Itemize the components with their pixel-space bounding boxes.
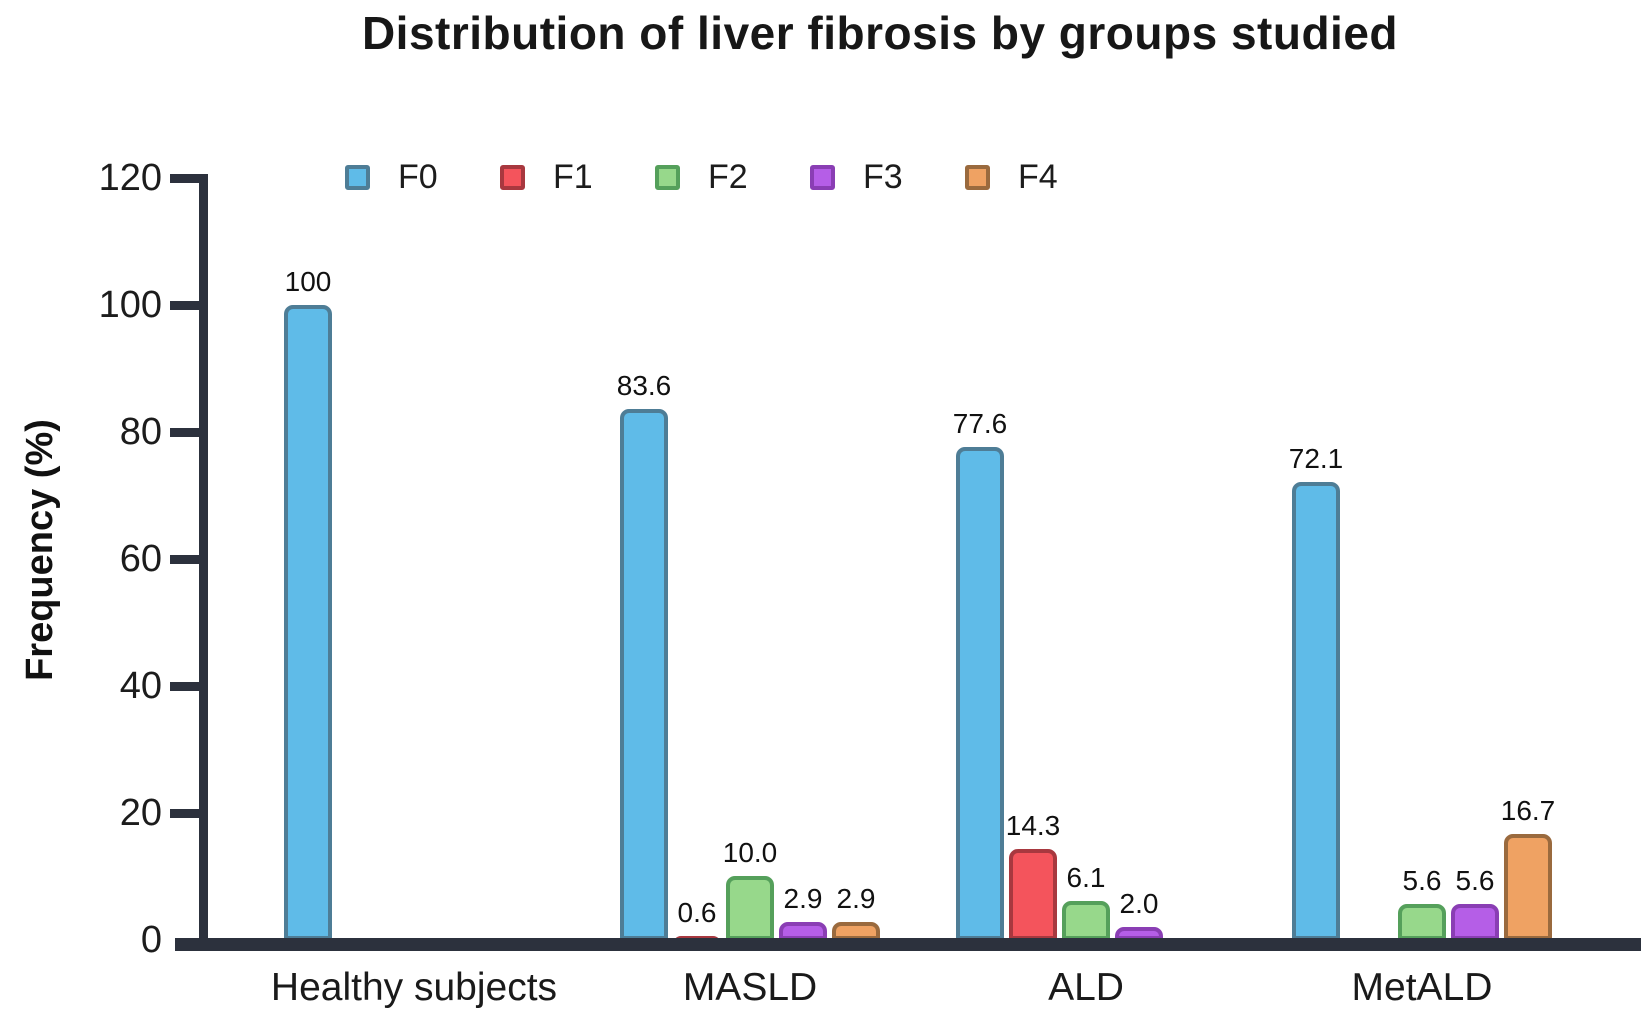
- bar-value-label: 10.0: [722, 837, 778, 868]
- legend-label: F0: [398, 158, 438, 196]
- y-tick-label: 20: [119, 792, 162, 834]
- x-axis-line: [175, 938, 1641, 951]
- x-category-label-healthy-subjects: Healthy subjects: [270, 966, 558, 1009]
- legend-swatch-f0: [345, 164, 370, 190]
- bar-value-label: 2.0: [1119, 888, 1159, 919]
- bar-f0-healthy-subjects: [284, 305, 332, 940]
- bar-f2-masld: [726, 876, 774, 940]
- y-tick-label: 60: [119, 538, 162, 580]
- bar-value-label: 2.9: [836, 883, 876, 914]
- y-tick-mark: [170, 300, 200, 310]
- bar-value-label: 77.6: [952, 408, 1008, 439]
- legend-item-f0: F0: [345, 160, 438, 194]
- y-tick-label: 80: [119, 411, 162, 453]
- bar-value-label: 2.9: [783, 883, 823, 914]
- bar-f3-metald: [1451, 904, 1499, 940]
- y-tick-mark: [170, 427, 200, 437]
- bar-f2-ald: [1062, 901, 1110, 940]
- bar-value-label: 16.7: [1500, 795, 1556, 826]
- y-tick-mark: [170, 173, 200, 183]
- legend-swatch-f4: [965, 164, 990, 190]
- legend-swatch-f2: [655, 164, 680, 190]
- bar-value-label: 72.1: [1288, 443, 1344, 474]
- legend-label: F4: [1018, 158, 1058, 196]
- y-tick-label: 0: [140, 919, 162, 961]
- y-tick-mark: [170, 808, 200, 818]
- bar-value-label: 83.6: [616, 370, 672, 401]
- y-tick-mark: [170, 554, 200, 564]
- x-category-label-masld: MASLD: [682, 966, 818, 1009]
- chart-title: Distribution of liver fibrosis by groups…: [361, 7, 1399, 59]
- y-tick-label: 40: [119, 665, 162, 707]
- legend-swatch-f3: [810, 164, 835, 190]
- legend-label: F2: [708, 158, 748, 196]
- x-category-label-metald: MetALD: [1351, 966, 1493, 1009]
- legend-swatch-f1: [500, 164, 525, 190]
- y-tick-label: 100: [98, 284, 162, 326]
- legend-item-f3: F3: [810, 160, 903, 194]
- y-tick-label: 120: [98, 157, 162, 199]
- bar-value-label: 6.1: [1066, 862, 1106, 893]
- legend-label: F3: [863, 158, 903, 196]
- bar-value-label: 5.6: [1455, 865, 1495, 896]
- y-axis-line: [199, 174, 208, 951]
- y-tick-mark: [170, 681, 200, 691]
- bar-f4-metald: [1504, 834, 1552, 940]
- legend-item-f1: F1: [500, 160, 593, 194]
- bar-f0-masld: [620, 409, 668, 940]
- x-category-label-ald: ALD: [1048, 966, 1124, 1009]
- legend-item-f2: F2: [655, 160, 748, 194]
- bar-f0-metald: [1292, 482, 1340, 940]
- legend-item-f4: F4: [965, 160, 1058, 194]
- bar-f0-ald: [956, 447, 1004, 940]
- bar-value-label: 14.3: [1005, 810, 1061, 841]
- bar-value-label: 0.6: [677, 897, 717, 928]
- bar-value-label: 100: [284, 266, 332, 297]
- bar-f2-metald: [1398, 904, 1446, 940]
- legend-label: F1: [553, 158, 593, 196]
- bar-value-label: 5.6: [1402, 865, 1442, 896]
